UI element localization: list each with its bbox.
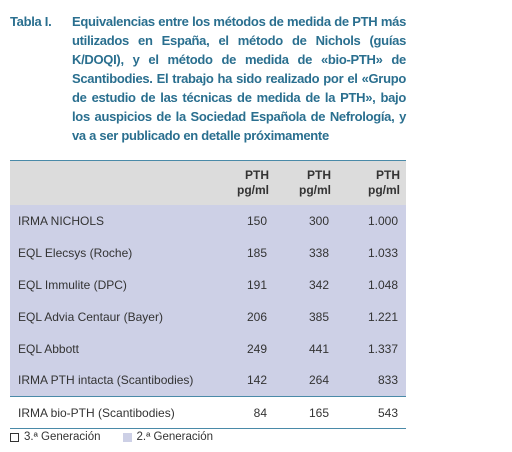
table-row: IRMA PTH intacta (Scantibodies) 142 264 833 bbox=[10, 364, 406, 397]
legend-label: 2.ª Generación bbox=[136, 431, 214, 443]
cell: 833 bbox=[377, 373, 398, 388]
cell: 206 bbox=[246, 309, 267, 324]
cell: 84 bbox=[253, 405, 267, 420]
caption-label: Tabla I. bbox=[10, 14, 52, 29]
cell: 1.337 bbox=[367, 341, 398, 356]
row-label: IRMA bio-PTH (Scantibodies) bbox=[18, 405, 175, 420]
cell: 142 bbox=[246, 373, 267, 388]
cell: 543 bbox=[377, 405, 398, 420]
header-text: PTH bbox=[307, 167, 331, 182]
table-row: IRMA bio-PTH (Scantibodies) 84 165 543 bbox=[10, 396, 406, 429]
table-row: EQL Advia Centaur (Bayer) 206 385 1.221 bbox=[10, 300, 406, 333]
legend-swatch bbox=[122, 432, 132, 442]
table-row: EQL Abbott 249 441 1.337 bbox=[10, 332, 406, 365]
row-label: IRMA NICHOLS bbox=[18, 213, 105, 228]
cell: 441 bbox=[308, 341, 329, 356]
header-row: PTH pg/ml PTH pg/ml PTH pg/ml bbox=[10, 160, 406, 205]
legend-label: 3.ª Generación bbox=[24, 431, 101, 443]
caption-text: Equivalencias entre los métodos de medid… bbox=[72, 14, 406, 143]
header-text: PTH bbox=[245, 167, 269, 182]
table-body: IRMA NICHOLS 150 300 1.000 EQL Elecsys (Roch… bbox=[10, 204, 406, 429]
table-row: EQL Immulite (DPC) 191 342 1.048 bbox=[10, 268, 406, 301]
cell: 300 bbox=[308, 213, 329, 228]
header-cell: PTH pg/ml bbox=[337, 161, 406, 205]
header-text: PTH bbox=[376, 167, 400, 182]
header-cell bbox=[10, 161, 205, 205]
cell: 1.221 bbox=[367, 309, 398, 324]
legend-swatch bbox=[10, 432, 19, 442]
cell: 1.000 bbox=[367, 213, 398, 228]
row-label: EQL Advia Centaur (Bayer) bbox=[18, 309, 163, 324]
header-text: pg/ml bbox=[368, 182, 400, 197]
cell: 150 bbox=[246, 213, 267, 228]
legend: 3.ª Generación 2.ª Generación bbox=[10, 431, 213, 443]
cell: 1.033 bbox=[367, 245, 398, 260]
legend-item: 3.ª Generación bbox=[10, 431, 101, 443]
cell: 185 bbox=[246, 245, 267, 260]
table: PTH pg/ml PTH pg/ml PTH pg/ml IRMA NICHOLS 150… bbox=[10, 160, 406, 429]
table-row: EQL Elecsys (Roche) 185 338 1.033 bbox=[10, 236, 406, 269]
cell: 191 bbox=[246, 277, 267, 292]
cell: 385 bbox=[308, 309, 329, 324]
cell: 165 bbox=[308, 405, 329, 420]
row-label: EQL Abbott bbox=[18, 341, 79, 356]
cell: 1.048 bbox=[367, 277, 398, 292]
header-cell: PTH pg/ml bbox=[205, 161, 275, 205]
cell: 338 bbox=[308, 245, 329, 260]
caption: Tabla I. Equivalencias entre los métodos… bbox=[10, 12, 406, 145]
row-label: IRMA PTH intacta (Scantibodies) bbox=[18, 373, 194, 388]
row-label: EQL Elecsys (Roche) bbox=[18, 245, 133, 260]
cell: 264 bbox=[308, 373, 329, 388]
header-cell: PTH pg/ml bbox=[275, 161, 337, 205]
header-text: pg/ml bbox=[237, 182, 269, 197]
row-label: EQL Immulite (DPC) bbox=[18, 277, 127, 292]
cell: 342 bbox=[308, 277, 329, 292]
legend-item: 2.ª Generación bbox=[122, 431, 214, 443]
table-row: IRMA NICHOLS 150 300 1.000 bbox=[10, 204, 406, 237]
cell: 249 bbox=[246, 341, 267, 356]
header-text: pg/ml bbox=[299, 182, 331, 197]
